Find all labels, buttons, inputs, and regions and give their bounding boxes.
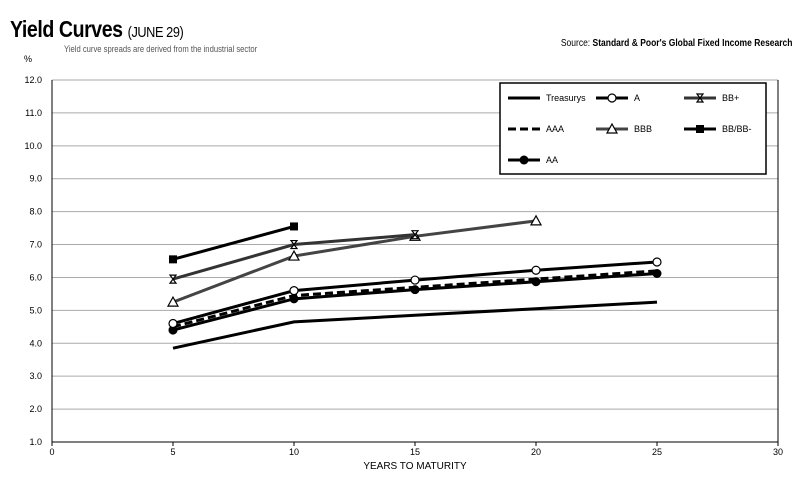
legend-label: AAA (546, 124, 564, 134)
legend-box (499, 82, 767, 175)
series-line-treasurys (172, 300, 658, 350)
y-tick-label: 12.0 (24, 75, 42, 85)
x-tick-label: 15 (410, 447, 420, 457)
legend-marker (605, 122, 619, 134)
x-axis-label: YEARS TO MATURITY (363, 461, 467, 472)
source-label: Source: (560, 38, 590, 49)
source-text: Standard & Poor's Global Fixed Income Re… (592, 38, 792, 49)
data-point (410, 275, 420, 285)
y-tick-label: 8.0 (29, 207, 42, 217)
data-point (652, 269, 662, 279)
legend-label: AA (546, 155, 558, 165)
data-point (166, 295, 180, 307)
chart-subtitle: Yield curve spreads are derived from the… (64, 44, 258, 54)
data-point (289, 286, 299, 296)
y-tick-label: 5.0 (29, 305, 42, 315)
data-point (652, 257, 662, 267)
y-tick-label: 6.0 (29, 272, 42, 282)
data-point (169, 255, 177, 264)
legend-label: BB+ (722, 93, 739, 103)
y-tick-label: 10.0 (24, 141, 42, 151)
legend-label: BBB (634, 124, 652, 134)
data-point (290, 222, 298, 231)
data-point (289, 294, 299, 304)
series-line-bb-bb- (172, 224, 295, 261)
series-line-bbb (172, 219, 537, 304)
legend-marker (695, 93, 705, 103)
x-tick-label: 10 (289, 447, 299, 457)
legend-marker (607, 93, 617, 103)
x-tick-label: 0 (49, 447, 54, 457)
legend-label: Treasurys (546, 93, 586, 103)
source-note: Source: Standard & Poor's Global Fixed I… (560, 38, 792, 49)
chart-title: Yield Curves (JUNE 29) (10, 16, 184, 43)
data-point (410, 230, 420, 240)
data-point (531, 277, 541, 287)
data-point (289, 239, 299, 250)
y-tick-label: 3.0 (29, 371, 42, 381)
title-date: (JUNE 29) (127, 24, 184, 41)
x-tick-label: 30 (773, 447, 783, 457)
legend-marker (696, 125, 704, 133)
data-point (529, 214, 543, 226)
data-point (531, 265, 541, 275)
y-tick-label: 9.0 (29, 174, 42, 184)
x-tick-label: 5 (170, 447, 175, 457)
data-point (410, 285, 420, 295)
legend-label: A (634, 93, 640, 103)
y-tick-label: 7.0 (29, 240, 42, 250)
x-tick-label: 25 (652, 447, 662, 457)
y-tick-label: 2.0 (29, 404, 42, 414)
y-axis-label: % (24, 54, 33, 64)
data-point (168, 318, 178, 329)
x-tick-label: 20 (531, 447, 541, 457)
y-tick-label: 1.0 (29, 437, 42, 447)
legend-label: BB/BB- (722, 124, 752, 134)
data-point (168, 274, 178, 284)
data-point (168, 325, 178, 335)
y-tick-label: 4.0 (29, 338, 42, 348)
legend-marker (519, 155, 529, 165)
data-point (287, 249, 301, 261)
title-text: Yield Curves (10, 16, 123, 42)
y-tick-label: 11.0 (25, 108, 42, 118)
